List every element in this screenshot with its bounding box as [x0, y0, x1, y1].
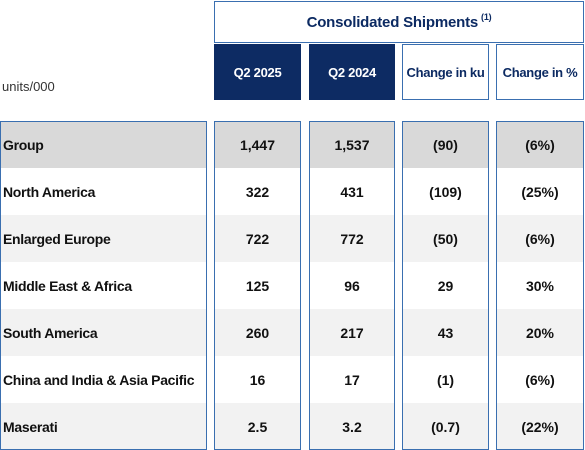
- row-shading: [214, 403, 301, 450]
- q2-2024-cell: 96: [344, 277, 360, 294]
- row-label: China and India & Asia Pacific: [3, 371, 195, 388]
- row-label: South America: [3, 324, 98, 341]
- q2-2025-cell: 16: [249, 371, 266, 388]
- group-total-row: Group 1,447 1,537 (90) (6%): [0, 121, 585, 168]
- row-shading: [0, 309, 207, 356]
- q2-2025-cell: 2.5: [247, 418, 268, 435]
- table-row: Maserati 2.5 3.2 (0.7) (22%): [0, 403, 585, 450]
- change-pct-cell: (6%): [525, 230, 555, 247]
- column-header-q2-2024: Q2 2024: [309, 44, 395, 100]
- row-shading: [402, 309, 489, 356]
- row-shading: [214, 215, 301, 262]
- row-shading: [496, 309, 584, 356]
- column-header-q2-2025: Q2 2025: [214, 44, 301, 100]
- consolidated-shipments-header: Consolidated Shipments (1): [214, 1, 584, 43]
- change-pct-cell: 30%: [525, 277, 555, 294]
- change-pct-cell: (6%): [525, 136, 555, 153]
- q2-2025-cell: 722: [245, 230, 270, 247]
- change-pct-cell: 20%: [525, 324, 555, 341]
- change-pct-cell: (22%): [521, 418, 559, 435]
- q2-2025-cell: 260: [245, 324, 270, 341]
- row-shading: [214, 121, 301, 168]
- q2-2024-cell: 217: [340, 324, 364, 341]
- row-label: Group: [3, 136, 44, 153]
- row-shading: [402, 215, 489, 262]
- table-row: Enlarged Europe 722 772 (50) (6%): [0, 215, 585, 262]
- change-pct-cell: (25%): [521, 183, 559, 200]
- row-shading: [402, 121, 489, 168]
- change-ku-cell: 29: [437, 277, 454, 294]
- q2-2025-cell: 1,447: [239, 136, 276, 153]
- change-ku-cell: (90): [433, 136, 458, 153]
- row-shading: [309, 403, 395, 450]
- change-pct-cell: (6%): [525, 371, 555, 388]
- row-shading: [402, 403, 489, 450]
- table-row: Middle East & Africa 125 96 29 30%: [0, 262, 585, 309]
- title-footnote-marker: (1): [481, 12, 492, 22]
- change-ku-cell: 43: [437, 324, 454, 341]
- row-shading: [309, 309, 395, 356]
- row-shading: [0, 121, 207, 168]
- row-shading: [214, 309, 301, 356]
- q2-2024-cell: 1,537: [334, 136, 370, 153]
- units-label: units/000: [2, 79, 55, 94]
- table-title: Consolidated Shipments: [306, 13, 479, 31]
- table-row: North America 322 431 (109) (25%): [0, 168, 585, 215]
- change-ku-cell: (1): [436, 371, 455, 388]
- q2-2025-cell: 125: [245, 277, 270, 294]
- row-shading: [0, 403, 207, 450]
- column-header-change-ku: Change in ku: [402, 44, 489, 100]
- row-shading: [496, 121, 584, 168]
- table-row: South America 260 217 43 20%: [0, 309, 585, 356]
- row-shading: [309, 215, 395, 262]
- q2-2024-cell: 3.2: [342, 418, 362, 435]
- row-label: North America: [3, 183, 96, 200]
- column-header-change-pct: Change in %: [496, 44, 584, 100]
- q2-2025-cell: 322: [245, 183, 270, 200]
- change-ku-cell: (50): [433, 230, 458, 247]
- table-row: China and India & Asia Pacific 16 17 (1) (6%…: [0, 356, 585, 403]
- change-ku-cell: (109): [429, 183, 462, 200]
- row-label: Maserati: [3, 418, 58, 435]
- q2-2024-cell: 772: [340, 230, 364, 247]
- row-label: Enlarged Europe: [3, 230, 111, 247]
- change-ku-cell: (0.7): [431, 418, 460, 435]
- row-shading: [496, 403, 584, 450]
- q2-2024-cell: 431: [340, 183, 364, 200]
- row-shading: [0, 215, 207, 262]
- row-shading: [309, 121, 395, 168]
- row-shading: [496, 215, 584, 262]
- row-label: Middle East & Africa: [3, 277, 132, 294]
- q2-2024-cell: 17: [344, 371, 360, 388]
